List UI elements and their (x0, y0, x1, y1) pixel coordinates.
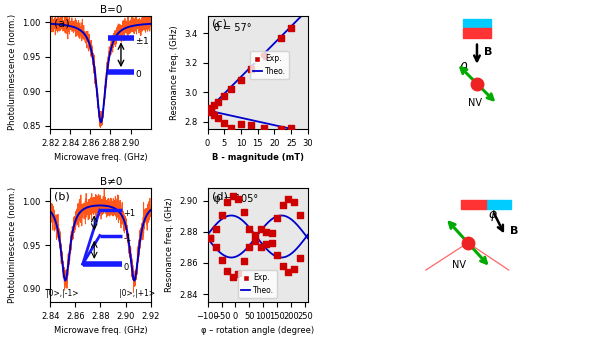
Text: (a): (a) (54, 19, 70, 29)
Point (206, 105, 215, 111)
Point (260, 125, 269, 131)
Point (236, 121, 246, 127)
Bar (461, 200, 486, 209)
Text: φ = 105°: φ = 105° (214, 194, 258, 204)
Text: (d): (d) (211, 192, 227, 202)
X-axis label: Microwave freq. (GHz): Microwave freq. (GHz) (54, 326, 147, 335)
Point (220, 93, 229, 99)
Point (226, 126, 236, 131)
Point (244, 245, 254, 250)
Point (239, 259, 249, 264)
Text: B≠0: B≠0 (100, 177, 123, 187)
Point (262, 229, 271, 235)
Point (256, 226, 265, 231)
X-axis label: B - magnitude (mT): B - magnitude (mT) (212, 154, 304, 162)
Bar (464, 19, 491, 28)
Legend: Exp., Theo.: Exp., Theo. (250, 51, 289, 79)
Point (246, 123, 256, 128)
Point (226, 87, 236, 92)
Point (205, 235, 215, 241)
Point (287, 25, 296, 31)
Point (228, 193, 237, 199)
Text: NV: NV (452, 260, 466, 270)
Point (276, 127, 286, 132)
Bar (486, 200, 511, 209)
Y-axis label: Photoluminescence (norm.): Photoluminescence (norm.) (8, 187, 17, 303)
Point (287, 125, 296, 131)
Point (272, 215, 282, 220)
Text: NV: NV (468, 98, 482, 108)
Point (228, 274, 237, 280)
X-axis label: Microwave freq. (GHz): Microwave freq. (GHz) (54, 154, 147, 162)
X-axis label: φ – rotation angle (degree): φ – rotation angle (degree) (201, 326, 314, 335)
Point (213, 99, 223, 105)
Text: (b): (b) (54, 192, 70, 202)
Point (246, 67, 256, 72)
Point (278, 203, 288, 208)
Text: |0>,|+1>: |0>,|+1> (118, 289, 155, 298)
Point (220, 120, 229, 126)
Point (223, 199, 232, 205)
Point (210, 102, 219, 108)
Point (217, 257, 226, 263)
Y-axis label: Resonance freq. (GHz): Resonance freq. (GHz) (170, 25, 179, 120)
Point (295, 212, 304, 217)
Text: (c): (c) (211, 19, 227, 29)
Text: θ = 57°: θ = 57° (214, 23, 251, 33)
Point (250, 232, 260, 238)
Point (262, 241, 271, 247)
Point (276, 35, 286, 40)
Point (211, 226, 221, 231)
Point (272, 253, 282, 258)
Y-axis label: Photoluminescence (norm.): Photoluminescence (norm.) (8, 14, 17, 130)
Point (210, 112, 219, 118)
Legend: Exp., Theo.: Exp., Theo. (238, 270, 278, 298)
Text: $\phi$: $\phi$ (488, 206, 498, 223)
Y-axis label: Resonance freq. (GHz): Resonance freq. (GHz) (165, 198, 173, 292)
Point (211, 245, 221, 250)
Point (244, 226, 254, 231)
Text: |0>,|-1>: |0>,|-1> (46, 289, 79, 298)
Point (289, 266, 299, 272)
Point (295, 256, 304, 261)
Point (267, 230, 276, 236)
Text: $\mathbf{B}$: $\mathbf{B}$ (509, 224, 519, 236)
Point (267, 240, 276, 246)
Point (284, 269, 293, 275)
Point (250, 238, 260, 244)
Point (206, 110, 215, 115)
Text: $\theta$: $\theta$ (459, 61, 468, 75)
Text: B=0: B=0 (100, 5, 123, 15)
Point (284, 196, 293, 202)
Point (260, 53, 269, 59)
Point (213, 116, 223, 121)
Point (217, 212, 226, 217)
Point (256, 245, 265, 250)
Point (239, 209, 249, 214)
Point (289, 199, 299, 205)
Point (236, 77, 246, 82)
Point (278, 263, 288, 269)
Point (223, 268, 232, 274)
Bar (464, 28, 491, 38)
Point (233, 196, 243, 202)
Point (233, 271, 243, 277)
Point (205, 235, 215, 241)
Text: $\mathbf{B}$: $\mathbf{B}$ (483, 45, 493, 57)
